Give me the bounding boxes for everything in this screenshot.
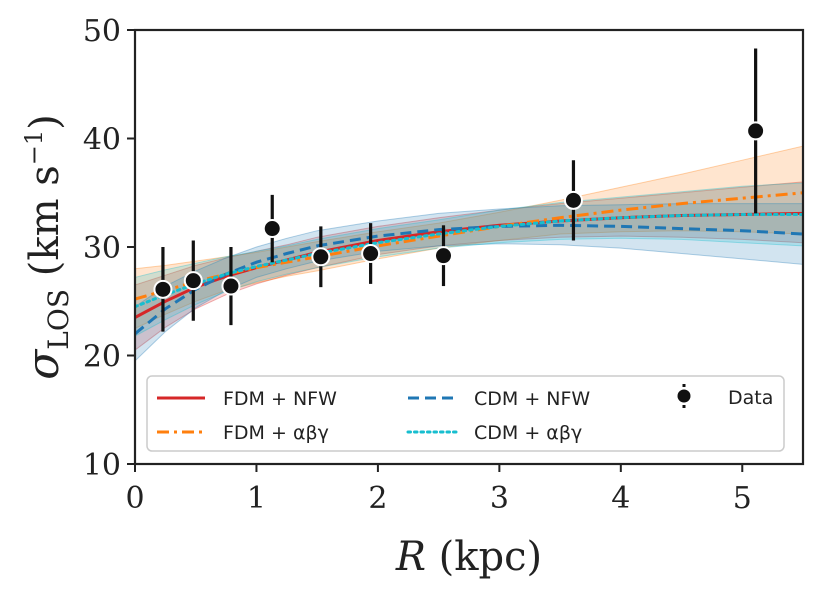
y-tick-label-2: 30 bbox=[83, 231, 121, 266]
data-point-1 bbox=[183, 271, 203, 291]
legend-label-1: FDM + αβγ bbox=[223, 422, 329, 444]
y-tick-label-4: 50 bbox=[83, 14, 121, 49]
y-axis-title: σLOS (km s−1) bbox=[18, 114, 75, 380]
legend-label-2: CDM + NFW bbox=[474, 388, 590, 410]
legend-label-4: Data bbox=[728, 387, 773, 409]
band-1 bbox=[135, 145, 803, 329]
series-line-1 bbox=[135, 191, 803, 301]
x-tick-label-5: 5 bbox=[733, 481, 752, 516]
data-point-5 bbox=[361, 244, 381, 264]
band-2 bbox=[135, 203, 803, 362]
legend: FDM + NFW FDM + αβγ CDM + NFW CDM + αβγ Data bbox=[146, 375, 785, 452]
uncertainty-bands bbox=[135, 145, 803, 362]
x-tick-label-2: 2 bbox=[368, 481, 387, 516]
data-point-4 bbox=[311, 247, 331, 267]
data-point-6 bbox=[433, 246, 453, 266]
data-point-0 bbox=[153, 279, 173, 299]
y-tick-label-1: 20 bbox=[83, 340, 121, 375]
axes: 0 1 2 3 4 5 10 20 30 40 50 bbox=[83, 14, 805, 516]
series-line-3 bbox=[135, 213, 803, 309]
x-tick-label-1: 1 bbox=[247, 481, 266, 516]
x-tick-label-3: 3 bbox=[490, 481, 509, 516]
data-point-7 bbox=[563, 190, 583, 210]
band-0 bbox=[135, 181, 803, 351]
legend-box bbox=[146, 375, 785, 452]
data-point-8 bbox=[746, 121, 766, 141]
legend-label-3: CDM + αβγ bbox=[474, 422, 582, 444]
legend-label-0: FDM + NFW bbox=[223, 388, 337, 410]
legend-marker-data bbox=[677, 389, 691, 403]
model-curves bbox=[135, 191, 803, 335]
data-point-2 bbox=[221, 276, 241, 296]
data-points bbox=[153, 48, 766, 332]
x-tick-label-4: 4 bbox=[611, 481, 630, 516]
data-point-3 bbox=[262, 219, 282, 239]
x-axis-title: R (kpc) bbox=[395, 534, 542, 580]
y-tick-label-0: 10 bbox=[83, 448, 121, 483]
band-3 bbox=[135, 182, 803, 337]
x-tick-label-0: 0 bbox=[125, 481, 144, 516]
series-line-2 bbox=[135, 223, 803, 335]
y-tick-label-3: 40 bbox=[83, 123, 121, 158]
